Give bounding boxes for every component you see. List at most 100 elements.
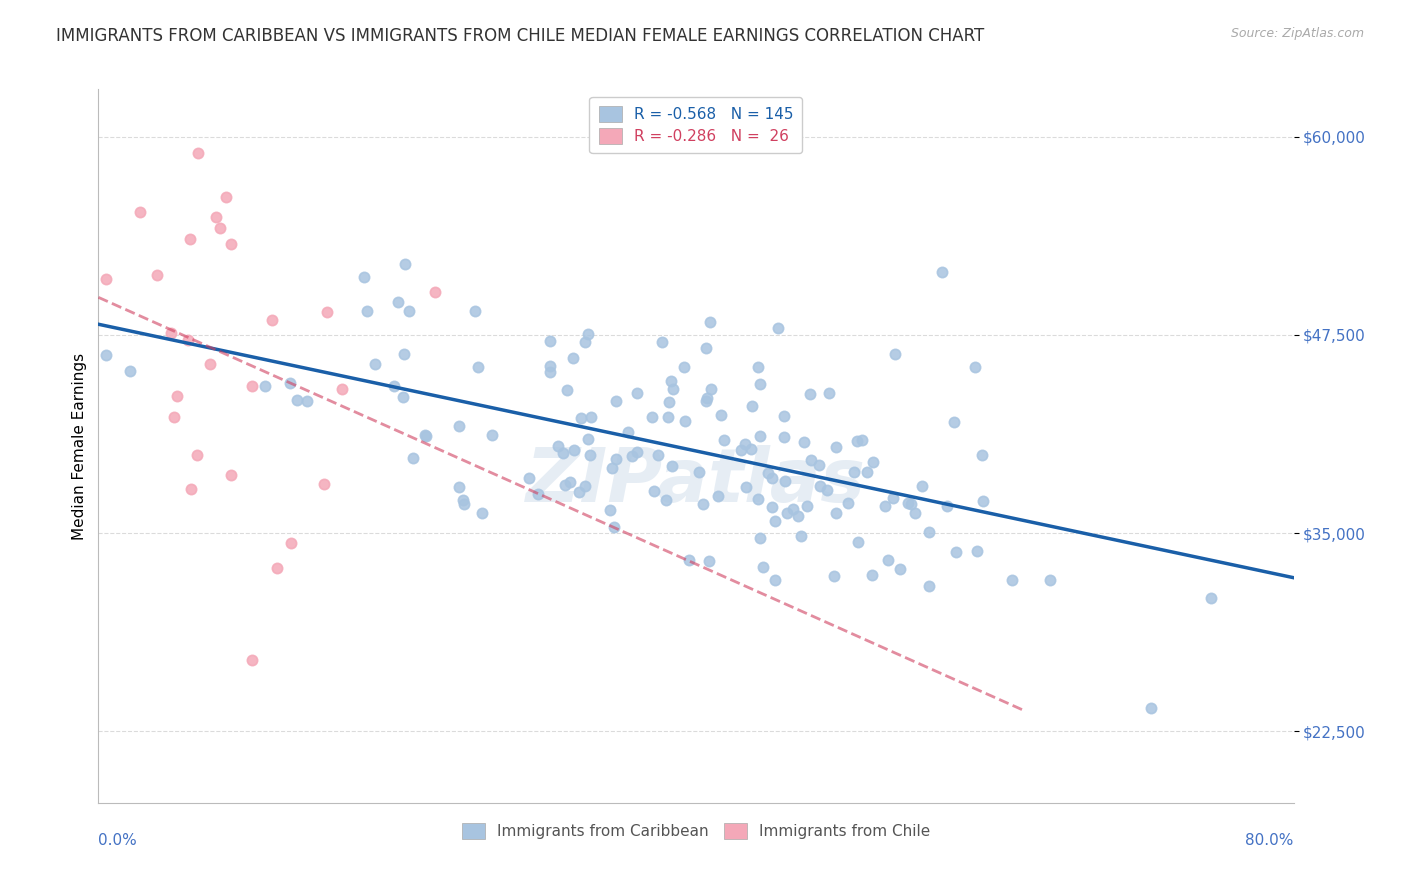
Point (356, 304, 378, 318)
Point (904, 506, 927, 520)
Point (773, 430, 796, 444)
Point (163, 410, 186, 425)
Point (700, 382, 723, 396)
Text: ZIPatlas: ZIPatlas (526, 445, 866, 518)
Point (626, 445, 648, 459)
Point (280, 535, 302, 549)
Point (862, 455, 884, 469)
Point (209, 221, 232, 235)
Point (734, 436, 756, 450)
Point (451, 492, 474, 507)
Point (576, 327, 599, 342)
Point (579, 410, 602, 425)
Point (517, 470, 540, 484)
Point (800, 453, 823, 467)
Point (889, 562, 911, 576)
Point (786, 509, 808, 524)
Point (936, 499, 959, 513)
Point (576, 432, 599, 446)
Point (145, 268, 167, 282)
Point (316, 304, 339, 318)
Point (695, 341, 717, 355)
Point (730, 442, 752, 457)
Point (398, 304, 420, 318)
Point (392, 390, 415, 404)
Point (555, 383, 578, 397)
Point (808, 458, 831, 472)
Point (159, 326, 181, 340)
Point (330, 382, 353, 396)
Point (972, 494, 994, 508)
Point (943, 415, 966, 429)
Point (883, 347, 905, 361)
Point (776, 506, 799, 520)
Point (602, 460, 624, 475)
Point (186, 448, 208, 462)
Point (205, 211, 228, 225)
Y-axis label: Median Female Earnings: Median Female Earnings (72, 352, 87, 540)
Point (796, 499, 818, 513)
Point (897, 496, 920, 510)
Point (963, 360, 986, 375)
Point (966, 544, 988, 558)
Point (815, 483, 838, 497)
Point (280, 376, 302, 390)
Point (314, 477, 336, 491)
Point (242, 379, 264, 393)
Point (910, 479, 932, 493)
Point (673, 414, 696, 428)
Point (825, 506, 848, 520)
Point (605, 393, 627, 408)
Point (692, 497, 714, 511)
Point (180, 483, 202, 497)
Point (447, 418, 470, 433)
Point (423, 285, 446, 300)
Point (713, 434, 735, 448)
Text: 0.0%: 0.0% (98, 833, 138, 848)
Point (353, 269, 375, 284)
Point (467, 359, 489, 374)
Point (748, 377, 770, 392)
Point (752, 559, 775, 574)
Point (970, 448, 993, 462)
Point (179, 231, 201, 245)
Point (626, 386, 648, 401)
Point (605, 451, 627, 466)
Point (851, 434, 873, 448)
Point (842, 465, 865, 479)
Point (198, 357, 221, 371)
Point (617, 425, 640, 439)
Point (553, 446, 575, 460)
Point (860, 568, 883, 582)
Point (413, 427, 436, 442)
Point (808, 478, 831, 492)
Point (918, 524, 941, 539)
Point (129, 204, 152, 219)
Point (471, 506, 494, 520)
Point (177, 333, 200, 347)
Point (568, 484, 591, 499)
Point (918, 579, 941, 593)
Point (707, 489, 730, 503)
Point (873, 499, 896, 513)
Point (266, 561, 288, 575)
Point (763, 514, 786, 528)
Point (1039, 573, 1062, 587)
Point (94, 348, 117, 362)
Point (758, 466, 780, 480)
Point (773, 409, 796, 423)
Point (118, 364, 141, 378)
Point (735, 480, 758, 494)
Point (219, 467, 242, 482)
Point (554, 477, 576, 491)
Point (394, 257, 416, 271)
Point (219, 236, 242, 251)
Point (287, 392, 309, 407)
Text: Source: ZipAtlas.com: Source: ZipAtlas.com (1230, 27, 1364, 40)
Point (749, 429, 772, 443)
Point (603, 520, 626, 534)
Point (297, 394, 319, 409)
Text: 80.0%: 80.0% (1246, 833, 1294, 848)
Point (574, 479, 596, 493)
Point (697, 554, 720, 568)
